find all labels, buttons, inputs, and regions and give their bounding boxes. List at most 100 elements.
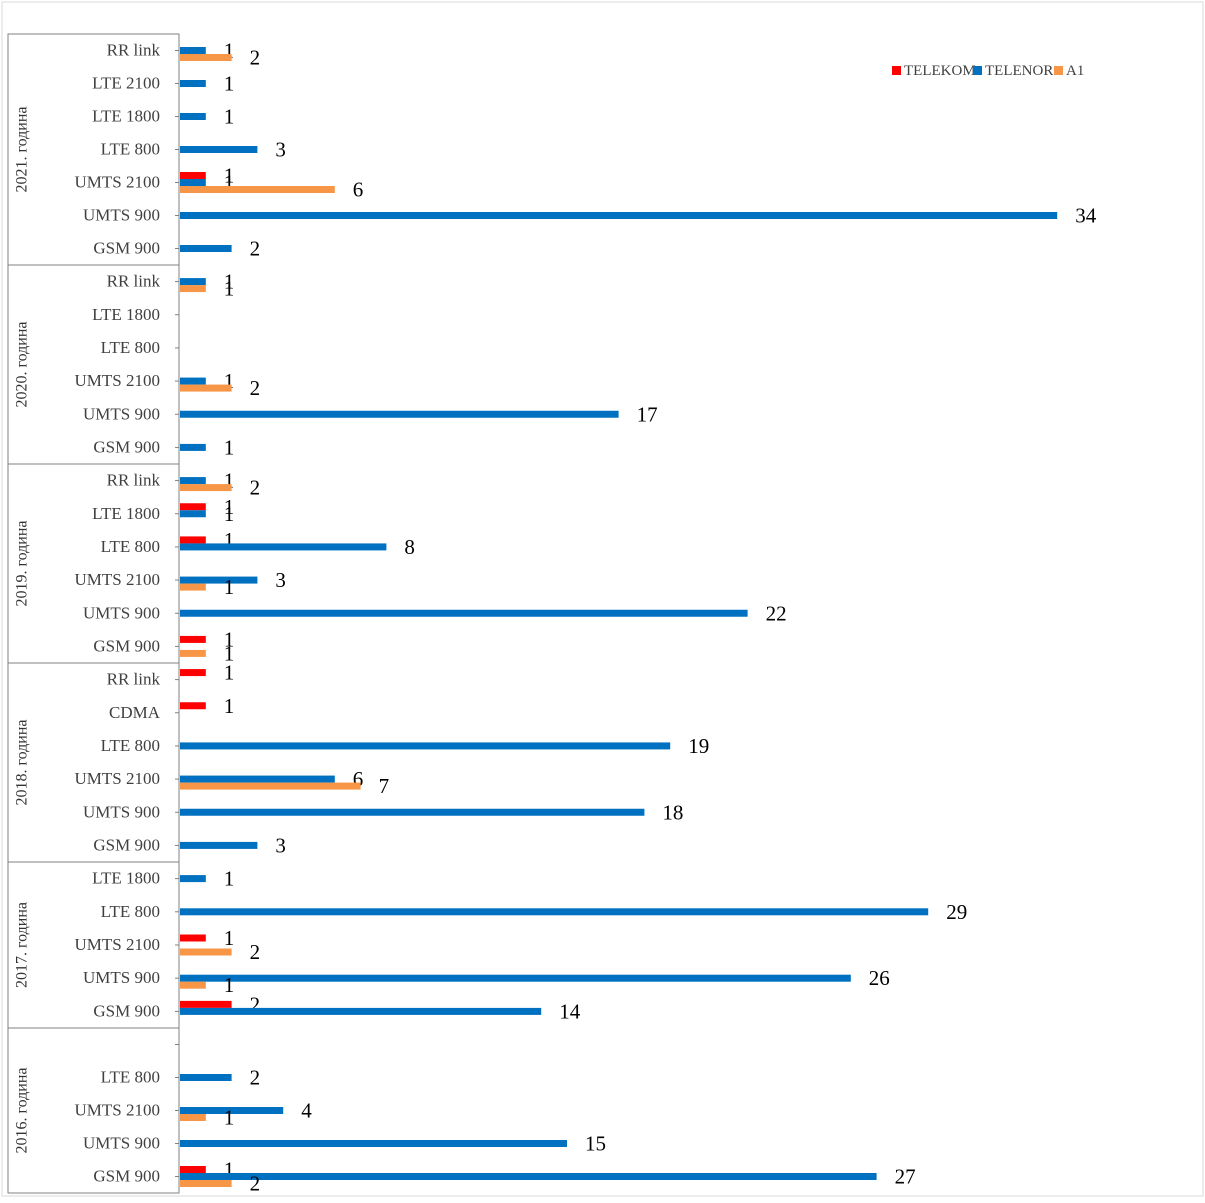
data-label: 1 — [224, 661, 235, 685]
data-label: 18 — [662, 800, 683, 824]
year-label: 2021. година — [14, 106, 31, 192]
bar-telenor — [180, 609, 748, 617]
category-label: LTE 800 — [101, 902, 160, 921]
bar-telenor — [180, 1007, 542, 1015]
bar-telenor — [180, 1140, 567, 1147]
category-label: LTE 1800 — [92, 305, 160, 324]
category-label: GSM 900 — [93, 835, 160, 854]
data-label: 1 — [224, 973, 235, 997]
data-label: 3 — [275, 138, 286, 162]
data-label: 1 — [224, 277, 235, 301]
data-label: 3 — [275, 568, 286, 592]
data-label: 2 — [250, 476, 261, 500]
bar-telenor — [180, 808, 645, 816]
category-label: CDMA — [109, 703, 161, 722]
bar-telenor — [180, 443, 206, 451]
bar-telenor — [180, 146, 258, 153]
year-label: 2019. година — [14, 520, 31, 606]
data-label: 1 — [224, 575, 235, 599]
category-label: LTE 800 — [101, 537, 160, 556]
data-label: 1 — [224, 1106, 235, 1130]
data-label: 1 — [224, 627, 235, 651]
legend-swatch — [892, 66, 901, 75]
bar-telenor — [180, 113, 206, 120]
bar-telekom — [180, 934, 206, 942]
category-label: LTE 800 — [101, 140, 160, 159]
data-label: 1 — [224, 105, 235, 129]
category-label: UMTS 900 — [83, 968, 160, 987]
category-label: GSM 900 — [93, 437, 160, 456]
category-label: LTE 1800 — [92, 107, 160, 126]
data-label: 2 — [250, 237, 261, 261]
data-label: 2 — [250, 1066, 261, 1090]
legend-label: A1 — [1066, 63, 1084, 79]
bar-telenor — [180, 576, 258, 584]
category-label: UMTS 2100 — [75, 570, 160, 589]
category-label: UMTS 2100 — [75, 371, 160, 390]
data-label: 1 — [224, 39, 235, 63]
data-label: 17 — [637, 402, 658, 426]
category-label: UMTS 900 — [83, 1134, 160, 1153]
bar-a1 — [180, 484, 232, 492]
category-label: GSM 900 — [93, 1001, 160, 1020]
category-label: LTE 1800 — [92, 869, 160, 888]
bar-telekom — [180, 669, 206, 677]
data-label: 1 — [224, 1158, 235, 1182]
bar-telenor — [180, 212, 1058, 219]
data-label: 1 — [224, 369, 235, 393]
data-label: 1 — [224, 270, 235, 294]
data-label: 7 — [379, 774, 390, 798]
bar-telekom — [180, 1000, 232, 1008]
bar-a1 — [180, 384, 232, 392]
data-label: 1 — [224, 528, 235, 552]
data-label: 2 — [250, 1172, 261, 1196]
year-label: 2018. година — [14, 719, 31, 805]
bar-telenor — [180, 908, 929, 916]
category-label: UMTS 900 — [83, 603, 160, 622]
data-label: 29 — [946, 900, 967, 924]
legend-label: TELEKOM — [904, 63, 976, 79]
category-label: UMTS 900 — [83, 802, 160, 821]
data-label: 2 — [250, 940, 261, 964]
legend-swatch — [1054, 66, 1063, 75]
bar-a1 — [180, 1180, 232, 1187]
data-label: 2 — [250, 376, 261, 400]
data-label: 1 — [224, 171, 235, 195]
bar-a1 — [180, 54, 232, 61]
bar-telenor — [180, 742, 671, 750]
bar-telenor — [180, 775, 335, 783]
bar-telenor — [180, 47, 206, 54]
category-label: LTE 2100 — [92, 74, 160, 93]
data-label: 15 — [585, 1132, 606, 1156]
bar-telenor — [180, 974, 851, 982]
year-label: 2016. година — [14, 1067, 31, 1153]
bar-telekom — [180, 1166, 206, 1173]
data-label: 4 — [301, 1099, 312, 1123]
category-label: UMTS 2100 — [75, 935, 160, 954]
bar-a1 — [180, 649, 206, 657]
category-label: RR link — [107, 471, 161, 490]
data-label: 1 — [224, 502, 235, 526]
category-label: RR link — [107, 272, 161, 291]
category-label: GSM 900 — [93, 636, 160, 655]
data-label: 34 — [1075, 204, 1097, 228]
bar-telenor — [180, 543, 387, 551]
data-label: 1 — [224, 867, 235, 891]
bar-telenor — [180, 841, 258, 849]
year-group-box — [7, 463, 180, 664]
data-label: 1 — [224, 641, 235, 665]
data-label: 1 — [224, 694, 235, 718]
data-label: 1 — [224, 72, 235, 96]
data-label: 2 — [250, 992, 261, 1016]
category-label: LTE 1800 — [92, 504, 160, 523]
bar-a1 — [180, 186, 335, 193]
data-label: 6 — [353, 767, 364, 791]
data-label: 19 — [688, 734, 709, 758]
data-label: 22 — [766, 601, 787, 625]
bar-a1 — [180, 782, 361, 790]
bar-telekom — [180, 702, 206, 710]
category-label: LTE 800 — [101, 1068, 160, 1087]
data-label: 14 — [559, 999, 581, 1023]
